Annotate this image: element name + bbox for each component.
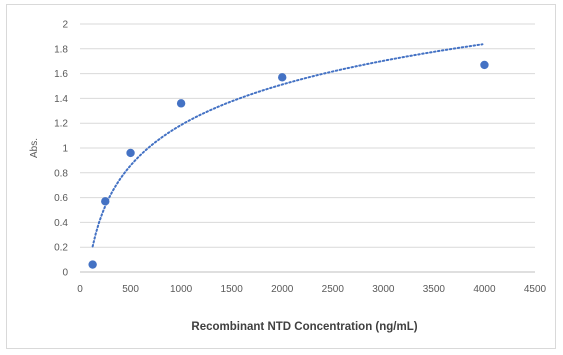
y-tick-label: 1.6 [54, 69, 68, 80]
trendline [91, 43, 484, 248]
x-axis-title: Recombinant NTD Concentration (ng/mL) [191, 321, 417, 333]
y-tick-label: 0.6 [54, 193, 68, 204]
chart-frame [6, 4, 556, 349]
data-point [176, 99, 186, 108]
y-axis-tick-labels: 0 0.2 0.4 0.6 0.8 1 1.2 1.4 1.6 1.8 2 [54, 20, 68, 279]
data-point [278, 73, 287, 82]
x-tick-label: 500 [122, 284, 139, 295]
gridlines [80, 23, 535, 273]
y-axis-title: Abs. [29, 138, 40, 158]
x-tick-label: 1500 [221, 284, 244, 295]
y-tick-label: 0.8 [54, 168, 68, 179]
y-tick-label: 2 [62, 20, 68, 31]
x-tick-label: 4500 [524, 284, 547, 295]
y-tick-label: 1 [62, 144, 68, 155]
y-tick-label: 0 [62, 268, 68, 279]
y-tick-label: 1.2 [54, 119, 68, 130]
x-tick-label: 3500 [423, 284, 446, 295]
data-point [88, 260, 97, 269]
data-points [88, 60, 489, 269]
x-tick-label: 3000 [372, 284, 395, 295]
y-tick-label: 1.4 [54, 94, 68, 105]
y-tick-label: 0.4 [54, 218, 68, 229]
y-tick-label: 1.8 [54, 44, 68, 55]
x-axis-tick-labels: 0 500 1000 1500 2000 2500 3000 3500 4000 4500 [77, 284, 546, 295]
trendline-layer [91, 43, 484, 248]
x-tick-label: 2000 [271, 284, 294, 295]
x-tick-label: 1000 [170, 284, 193, 295]
data-point [480, 60, 489, 70]
data-point [126, 148, 135, 158]
data-point [101, 197, 110, 206]
x-tick-label: 4000 [473, 284, 496, 295]
y-tick-label: 0.2 [54, 243, 68, 254]
x-tick-label: 0 [77, 284, 83, 295]
x-tick-label: 2500 [322, 284, 345, 295]
